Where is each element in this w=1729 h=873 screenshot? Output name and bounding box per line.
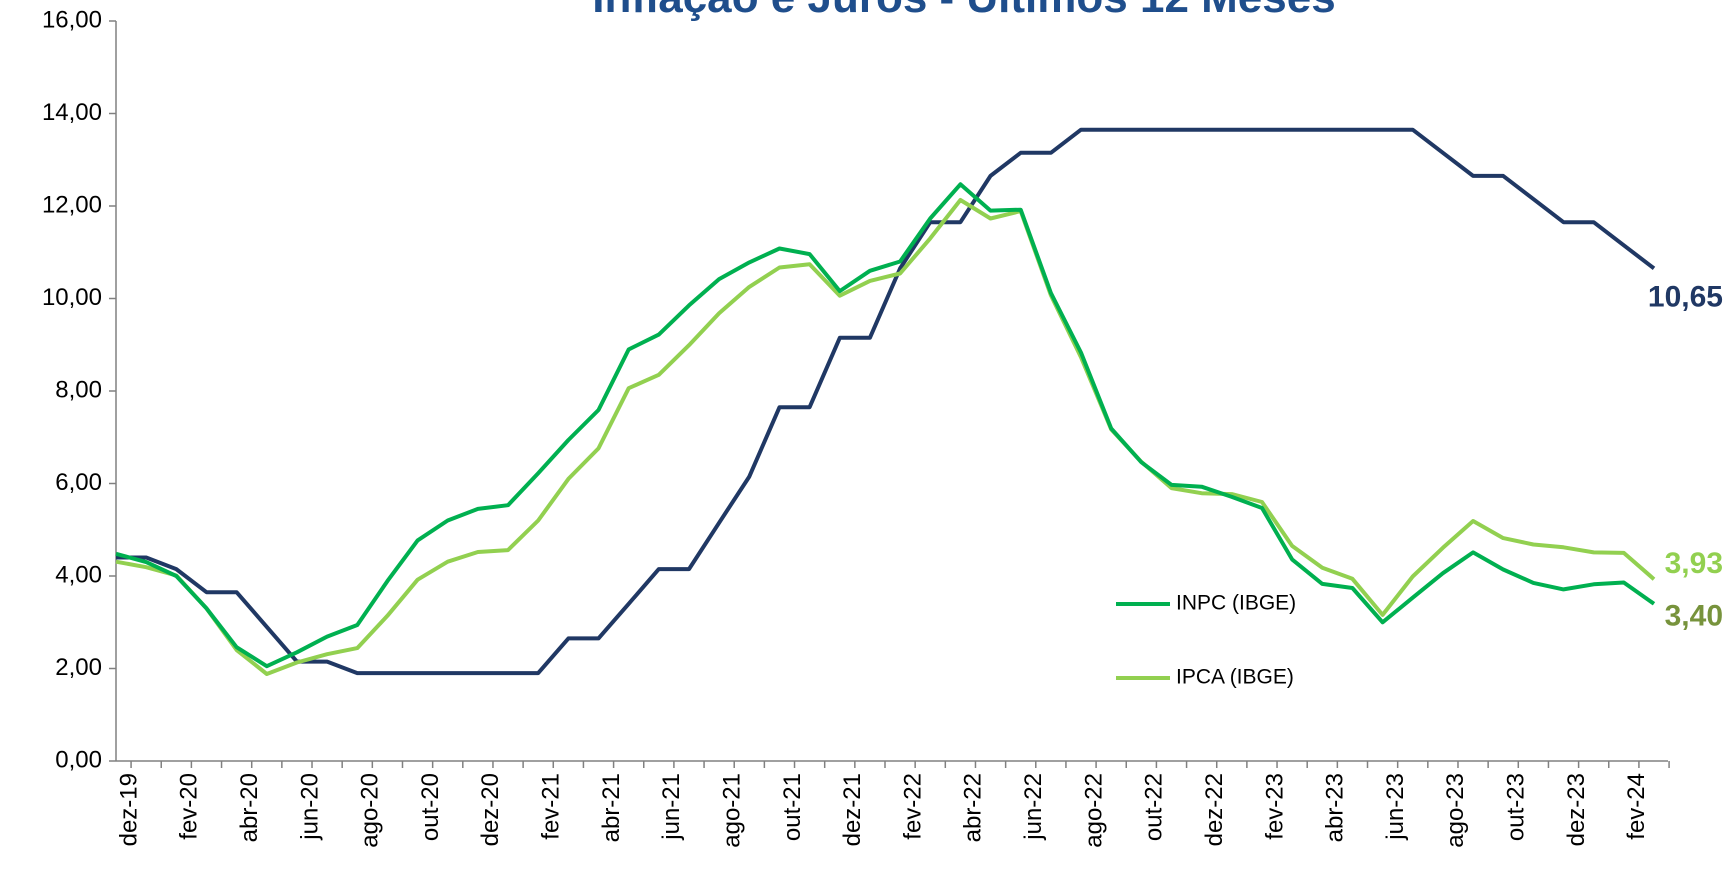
y-tick-label: 4,00	[55, 561, 102, 588]
x-tick-label: dez-21	[839, 773, 866, 846]
data-label: 3,40	[1665, 600, 1723, 633]
x-tick-label: out-22	[1141, 773, 1168, 841]
x-tick-label: ago-20	[357, 773, 384, 848]
x-tick-label: jun-21	[658, 773, 685, 841]
legend-label: INPC (IBGE)	[1176, 592, 1296, 615]
y-tick-label: 14,00	[42, 99, 102, 126]
y-tick-label: 8,00	[55, 376, 102, 403]
x-tick-label: dez-23	[1563, 773, 1590, 846]
x-tick-label: dez-19	[115, 773, 142, 846]
x-tick-label: jun-23	[1382, 773, 1409, 841]
data-label: 3,93	[1665, 547, 1723, 580]
x-tick-label: out-21	[779, 773, 806, 841]
series-line	[115, 182, 1656, 669]
x-tick-label: abr-23	[1322, 773, 1349, 842]
data-label: 10,65	[1648, 280, 1723, 313]
x-tick-label: jun-22	[1020, 773, 1047, 841]
y-tick-label: 12,00	[42, 191, 102, 218]
x-tick-label: abr-22	[960, 773, 987, 842]
x-tick-label: fev-21	[538, 773, 565, 840]
x-tick-label: ago-21	[718, 773, 745, 848]
x-tick-label: fev-22	[899, 773, 926, 840]
y-tick-label: 16,00	[42, 6, 102, 33]
x-tick-label: abr-21	[598, 773, 625, 842]
y-tick-label: 10,00	[42, 284, 102, 311]
y-tick-label: 2,00	[55, 654, 102, 681]
x-tick-label: fev-24	[1623, 773, 1650, 840]
x-tick-label: out-20	[417, 773, 444, 841]
chart-title: Inflação e Juros - Últimos 12 Meses	[592, 0, 1335, 22]
y-tick-label: 6,00	[55, 469, 102, 496]
x-tick-label: ago-23	[1442, 773, 1469, 848]
x-tick-label: jun-20	[296, 773, 323, 841]
series-line	[115, 198, 1656, 676]
y-tick-label: 0,00	[55, 746, 102, 773]
series-line	[116, 127, 1656, 676]
x-tick-label: dez-20	[477, 773, 504, 846]
x-tick-label: dez-22	[1201, 773, 1228, 846]
x-tick-label: fev-20	[176, 773, 203, 840]
x-tick-label: abr-20	[236, 773, 263, 842]
x-tick-label: fev-23	[1261, 773, 1288, 840]
legend-label: IPCA (IBGE)	[1176, 666, 1294, 689]
x-tick-label: ago-22	[1080, 773, 1107, 848]
x-tick-label: out-23	[1503, 773, 1530, 841]
